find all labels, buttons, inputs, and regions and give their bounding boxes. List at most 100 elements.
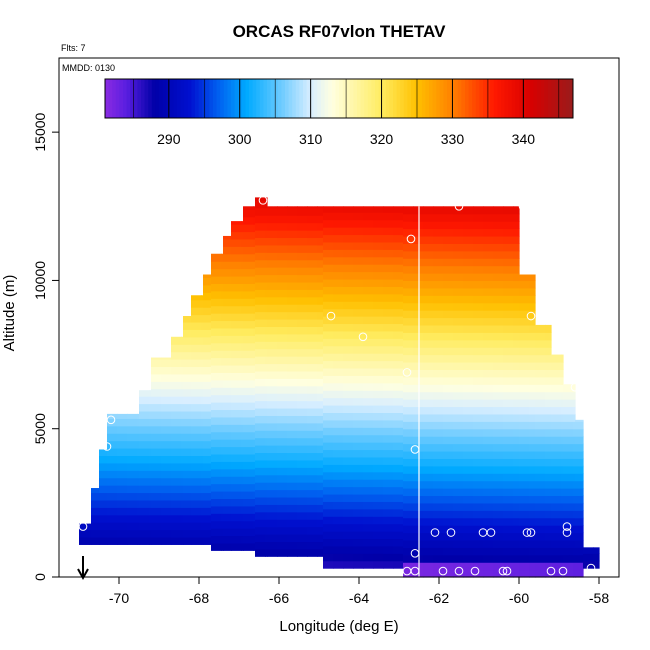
heatmap-cell [201,410,204,419]
heatmap-cell [297,422,308,431]
heatmap-cell [483,347,494,356]
heatmap-cell [573,532,576,541]
heatmap-cell [423,324,434,333]
heatmap-cell [343,206,354,213]
colorbar-cell [508,79,513,118]
heatmap-cell [323,493,334,502]
heatmap-cell [265,378,268,387]
heatmap-cell [201,477,204,486]
heatmap-cell [393,353,404,362]
heatmap-cell [453,436,464,445]
heatmap-cell [573,547,576,556]
heatmap-cell [443,354,454,363]
heatmap-cell [127,455,138,464]
heatmap-cell [117,413,128,419]
heatmap-cell [241,394,244,403]
heatmap-cell [453,406,464,415]
heatmap-cell [183,336,192,345]
heatmap-cell [287,333,298,342]
subtitle-mmdd: MMDD: 0130 [62,63,115,73]
heatmap-cell [241,246,244,255]
heatmap-cell [243,476,254,485]
heatmap-cell [161,470,172,479]
heatmap-cell [139,390,150,397]
heatmap-cell [117,455,128,464]
heatmap-cell [255,400,266,409]
heatmap-cell [353,367,364,376]
heatmap-cell [323,308,334,317]
heatmap-cell [393,553,404,562]
heatmap-cell [573,428,576,437]
heatmap-cell [503,324,514,333]
heatmap-cell [403,562,414,571]
heatmap-cell [253,357,256,366]
heatmap-cell [503,488,514,497]
heatmap-cell [265,237,268,246]
heatmap-cell [353,212,364,221]
heatmap-cell [151,536,162,545]
heatmap-cell [513,369,520,378]
heatmap-cell [231,342,242,351]
heatmap-cell [243,238,254,247]
heatmap-cell [513,510,520,519]
heatmap-cell [333,249,344,258]
heatmap-cell [243,320,254,329]
heatmap-cell [363,456,374,465]
heatmap-cell [243,461,254,470]
heatmap-cell [493,273,504,282]
heatmap-cell [493,243,504,252]
heatmap-cell [363,249,374,258]
colorbar-cell [155,79,160,118]
heatmap-cell [241,290,244,299]
heatmap-cell [403,465,414,474]
heatmap-cell [183,403,192,412]
heatmap-cell [353,375,364,384]
heatmap-cell [393,249,404,258]
colorbar-cell [227,79,232,118]
flight-point [522,528,532,537]
heatmap-cell [307,489,318,498]
heatmap-cell [297,333,308,342]
heatmap-cell [343,427,354,436]
heatmap-cell [297,415,308,424]
heatmap-cell [463,287,474,296]
heatmap-cell [231,453,242,462]
heatmap-cell [255,289,266,298]
heatmap-cell [139,492,150,501]
heatmap-cell [317,400,324,409]
heatmap-cell [243,394,254,403]
heatmap-cell [413,206,424,215]
heatmap-cell [383,516,394,525]
colorbar-cell [223,79,228,118]
heatmap-cell [423,480,434,489]
heatmap-cell [463,273,474,282]
heatmap-cell [383,249,394,258]
heatmap-cell [267,548,278,557]
heatmap-cell [561,436,564,445]
colorbar-cell [213,79,218,118]
heatmap-cell [493,310,504,319]
heatmap-cell [171,507,182,516]
heatmap-cell [373,345,384,354]
heatmap-cell [151,529,162,538]
heatmap-cell [513,480,520,489]
heatmap-cell [267,318,278,327]
heatmap-cell [253,542,256,551]
heatmap-cell [137,433,140,442]
heatmap-cell [563,495,574,504]
heatmap-cell [79,523,90,531]
heatmap-cell [203,388,212,397]
heatmap-cell [221,535,224,544]
heatmap-cell [191,455,202,464]
heatmap-cell [503,421,514,430]
heatmap-cell [265,400,268,409]
heatmap-cell [463,369,474,378]
colorbar-cell [558,79,563,118]
heatmap-cell [323,560,334,569]
heatmap-cell [473,347,484,356]
heatmap-cell [393,256,404,265]
flight-point [470,566,480,576]
colorbar-cell [421,79,426,118]
heatmap-cell [373,397,384,406]
heatmap-cell [297,341,308,350]
